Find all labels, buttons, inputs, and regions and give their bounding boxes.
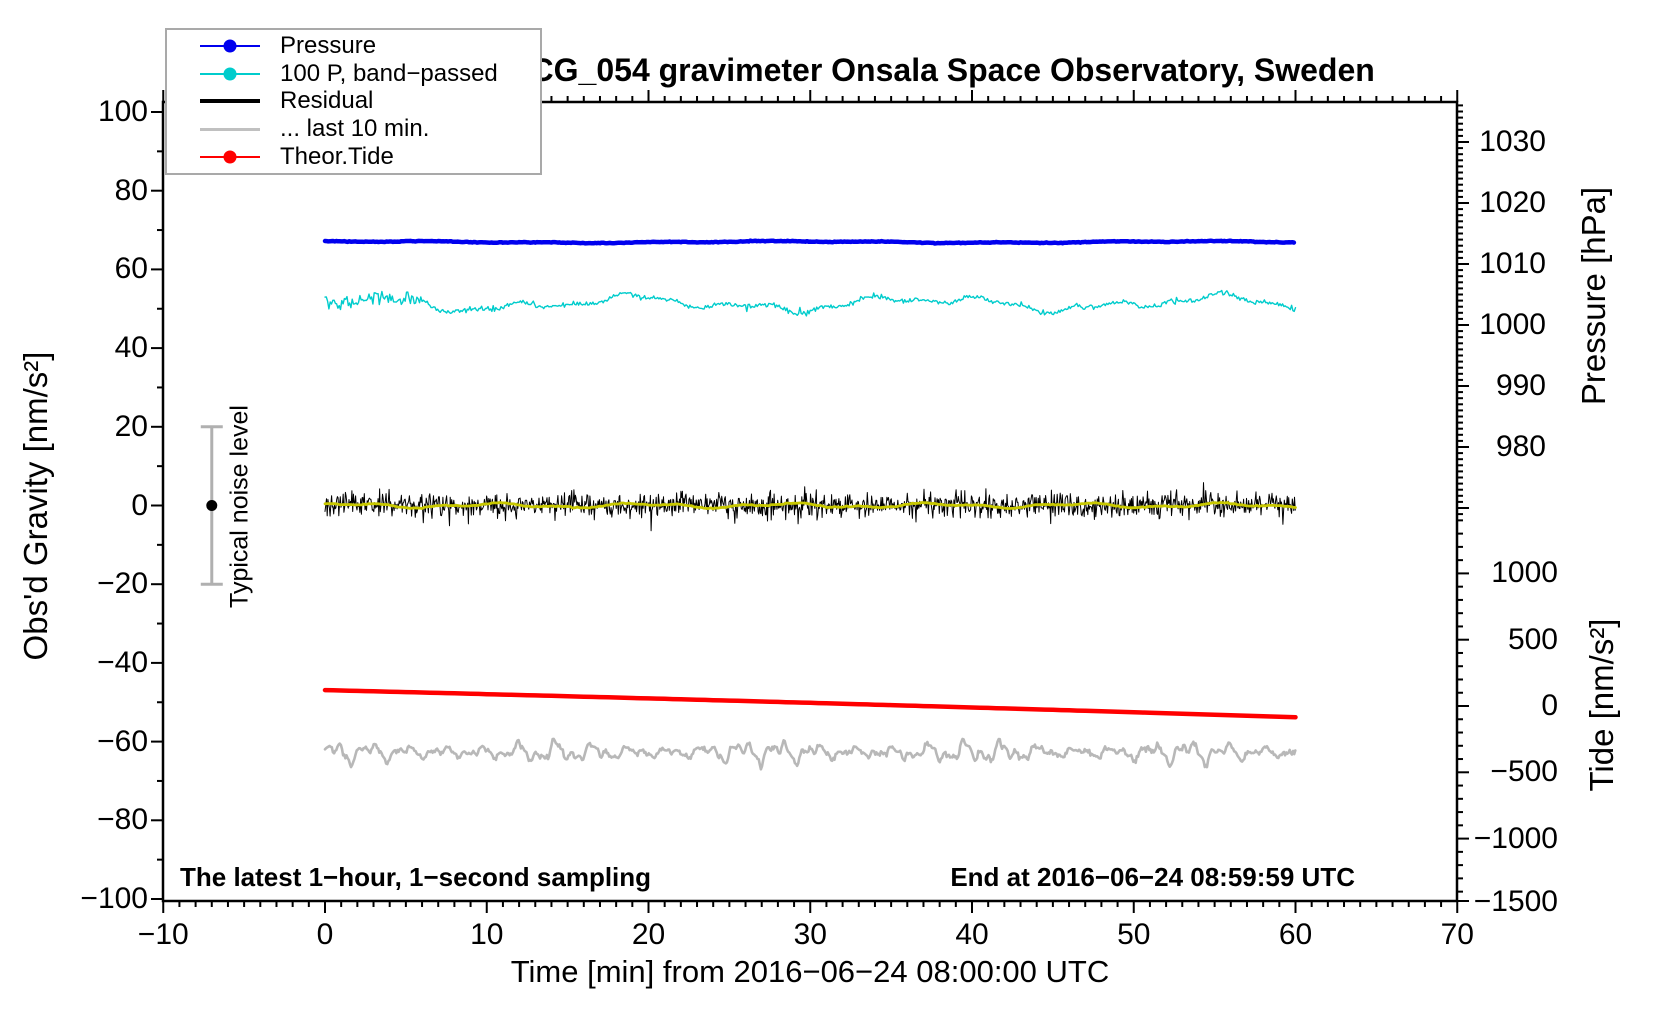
x-tick-label: 20: [631, 918, 666, 951]
legend-dot: [223, 150, 237, 164]
last-10-min-line: [323, 737, 1297, 771]
pressure-tick-label: 1000: [1479, 308, 1546, 341]
gravity-tick-label: −80: [97, 803, 148, 837]
x-axis-label: Time [min] from 2016−06−24 08:00:00 UTC: [510, 954, 1110, 989]
legend-swatch: [200, 127, 260, 131]
pressure-tick-label: 1030: [1479, 125, 1546, 158]
x-tick-label: 50: [1117, 918, 1151, 951]
tide-tick-label: 0: [1541, 689, 1558, 722]
pressure-tick-label: 1010: [1479, 247, 1546, 280]
gravity-tick-label: 60: [114, 252, 148, 286]
pressure-tick-label: 980: [1495, 430, 1546, 463]
legend-label: ... last 10 min.: [280, 115, 430, 143]
tide-axis-label: Tide [nm/s²]: [1583, 618, 1620, 792]
legend-item: Theor.Tide: [167, 144, 540, 171]
gravity-tick-label: 20: [114, 409, 148, 443]
legend-dot: [223, 67, 237, 81]
legend-swatch: [200, 150, 260, 164]
tide-tick-label: −1000: [1473, 821, 1558, 855]
legend-item: Pressure: [167, 32, 540, 59]
x-tick-label: 40: [955, 918, 989, 951]
x-tick-label: 70: [1440, 918, 1474, 951]
legend-swatch: [200, 39, 260, 53]
pressure-tick-label: 1020: [1479, 186, 1546, 219]
tide-tick-label: 500: [1507, 622, 1558, 656]
legend-label: Theor.Tide: [280, 143, 394, 171]
x-tick-label: −10: [137, 918, 189, 951]
tide-tick-label: 1000: [1491, 556, 1558, 590]
tide-tick-label: −500: [1490, 755, 1558, 789]
gravity-tick-label: 80: [114, 173, 148, 207]
gravity-tick-label: 0: [131, 488, 148, 522]
theoretical-tide-line: [322, 687, 1298, 720]
gravity-tick-label: −40: [97, 645, 148, 679]
gravity-axis-label: Obs'd Gravity [nm/s²]: [17, 351, 54, 661]
gravity-tick-label: −100: [80, 882, 148, 915]
legend-label: 100 P, band−passed: [280, 59, 498, 87]
legend-label: Pressure: [280, 31, 377, 59]
legend-swatch: [200, 67, 260, 81]
residual-smoothed-line: [323, 501, 1297, 511]
legend-dot: [223, 39, 237, 53]
legend-item: Residual: [167, 88, 540, 115]
end-time-note: End at 2016−06−24 08:59:59 UTC: [950, 862, 1355, 892]
noise-level-dot: [206, 500, 218, 511]
legend-item: 100 P, band−passed: [167, 60, 540, 87]
x-tick-label: 10: [470, 918, 504, 951]
pressure-axis-label: Pressure [hPa]: [1575, 186, 1612, 406]
pressure-line: [322, 238, 1297, 246]
x-tick-label: 0: [316, 918, 334, 951]
gravity-tick-label: 40: [114, 331, 148, 365]
chart-title: SCG_054 gravimeter Onsala Space Observat…: [509, 52, 1375, 88]
x-tick-label: 60: [1278, 918, 1313, 951]
gravity-tick-label: −60: [97, 724, 148, 758]
bandpassed-pressure-line: [324, 289, 1297, 317]
noise-level-label: Typical noise level: [225, 405, 254, 608]
tide-tick-label: −1500: [1473, 885, 1558, 918]
pressure-tick-label: 990: [1495, 369, 1546, 402]
legend-swatch: [200, 99, 260, 104]
legend: Pressure 100 P, band−passed Residual... la…: [165, 28, 542, 175]
sampling-note: The latest 1−hour, 1−second sampling: [180, 862, 652, 892]
gravity-tick-label: −20: [97, 567, 148, 601]
legend-item: ... last 10 min.: [167, 116, 540, 143]
x-tick-label: 30: [793, 918, 827, 951]
gravity-tick-label: 100: [97, 95, 148, 128]
legend-label: Residual: [280, 87, 374, 115]
